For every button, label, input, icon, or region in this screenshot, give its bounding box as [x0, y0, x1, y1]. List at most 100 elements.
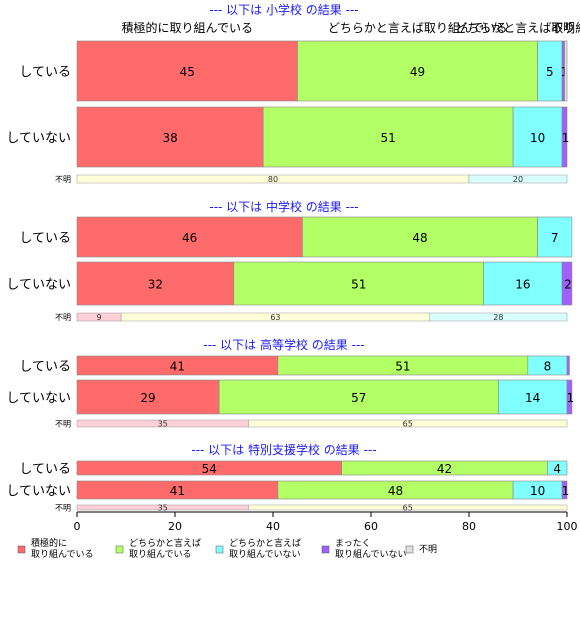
panel-title: --- 以下は 高等学校 の結果 ---	[203, 337, 364, 352]
bar-segment	[218, 379, 499, 415]
x-tick-label: 20	[168, 520, 182, 533]
bar-segment	[76, 216, 303, 258]
data-label: 63	[270, 313, 280, 322]
row-label: 不明	[55, 504, 71, 513]
column-header: 不明	[551, 21, 575, 35]
data-label: 35	[158, 504, 168, 513]
legend-label: どちらかと言えば	[229, 537, 301, 549]
x-tick-label: 100	[557, 520, 578, 533]
data-label: 2	[564, 278, 572, 292]
legend-label: どちらかと言えば	[129, 537, 201, 549]
row-label: している	[19, 462, 71, 477]
data-label: 54	[202, 462, 217, 476]
legend-label: 取り組んでいない	[229, 548, 301, 560]
data-label: 29	[140, 391, 155, 405]
data-label: 1	[567, 391, 575, 405]
bar-segment	[76, 40, 298, 102]
panel-title: --- 以下は 特別支援学校 の結果 ---	[191, 442, 376, 457]
bar-segment	[561, 480, 568, 500]
row-label: 不明	[55, 420, 71, 429]
data-label: 51	[381, 131, 396, 145]
legend-label: まったく	[335, 538, 371, 549]
data-label: 41	[170, 484, 185, 498]
bar-segment	[302, 216, 538, 258]
data-label: 48	[412, 231, 427, 245]
data-label: 41	[170, 360, 185, 374]
data-label: 46	[182, 231, 197, 245]
data-label: 45	[180, 65, 195, 79]
data-label: 10	[530, 131, 545, 145]
legend-swatch	[405, 545, 414, 554]
data-label: 28	[493, 313, 503, 322]
bar-segment	[537, 216, 573, 258]
bar-segment	[233, 261, 484, 306]
column-header: どちらかと言えば取り組んでいる	[328, 21, 507, 35]
data-label: 5	[546, 65, 554, 79]
bar-segment	[76, 379, 220, 415]
bar-segment	[547, 460, 568, 476]
data-label: 1	[562, 484, 570, 498]
data-label: 1	[562, 131, 570, 145]
bar-segment	[248, 419, 568, 428]
data-label: 16	[515, 278, 530, 292]
bar-segment	[468, 174, 568, 184]
bar-segment	[566, 379, 573, 415]
panel-title: --- 以下は 小学校 の結果 ---	[209, 2, 358, 17]
bar-segment	[76, 261, 235, 306]
bar-segment	[483, 261, 563, 306]
data-label: 20	[513, 175, 523, 184]
bar-segment	[262, 106, 514, 168]
x-tick-label: 40	[266, 520, 280, 533]
bar-segment	[561, 106, 568, 168]
bar-segment	[498, 379, 568, 415]
x-tick-label: 0	[74, 520, 81, 533]
data-label: 48	[388, 484, 403, 498]
bar-segment	[429, 312, 568, 322]
data-label: 32	[148, 278, 163, 292]
data-label: 38	[162, 131, 177, 145]
row-label: している	[19, 231, 71, 246]
row-label: していない	[6, 278, 71, 293]
legend-swatch	[321, 545, 330, 554]
legend-label: 取り組んでいる	[31, 548, 94, 560]
row-label: していない	[6, 484, 71, 499]
legend-label: 積極的に	[31, 537, 67, 549]
data-label: 51	[395, 360, 410, 374]
data-label: 9	[97, 313, 102, 322]
data-label: 10	[530, 484, 545, 498]
legend-label: 取り組んでいない	[335, 548, 407, 560]
legend-swatch	[115, 545, 124, 554]
row-label: している	[19, 65, 71, 80]
column-header: 積極的に取り組んでいる	[122, 20, 253, 35]
data-label: 80	[268, 175, 278, 184]
row-label: 不明	[55, 175, 71, 184]
x-tick-label: 80	[462, 520, 476, 533]
row-label: していない	[6, 131, 71, 146]
data-label: 57	[351, 391, 366, 405]
legend-swatch	[17, 545, 26, 554]
data-label: 8	[544, 360, 552, 374]
row-label: 不明	[55, 313, 71, 322]
data-label: 49	[410, 65, 425, 79]
data-label: 4	[553, 462, 561, 476]
row-label: している	[19, 360, 71, 375]
x-tick-label: 60	[364, 520, 378, 533]
data-label: 35	[158, 420, 168, 429]
bar-segment	[564, 40, 568, 102]
data-label: 51	[351, 278, 366, 292]
row-label: していない	[6, 391, 71, 406]
panel-title: --- 以下は 中学校 の結果 ---	[209, 199, 358, 214]
data-label: 7	[551, 231, 559, 245]
data-label: 65	[403, 504, 413, 513]
legend-label: 取り組んでいる	[129, 548, 192, 560]
data-label: 65	[403, 420, 413, 429]
legend-label: 不明	[419, 544, 437, 555]
bar-segment	[248, 504, 568, 511]
bar-segment	[561, 261, 573, 306]
bar-segment	[566, 355, 570, 376]
bar-segment	[537, 40, 563, 102]
legend-swatch	[215, 545, 224, 554]
data-label: 42	[437, 462, 452, 476]
